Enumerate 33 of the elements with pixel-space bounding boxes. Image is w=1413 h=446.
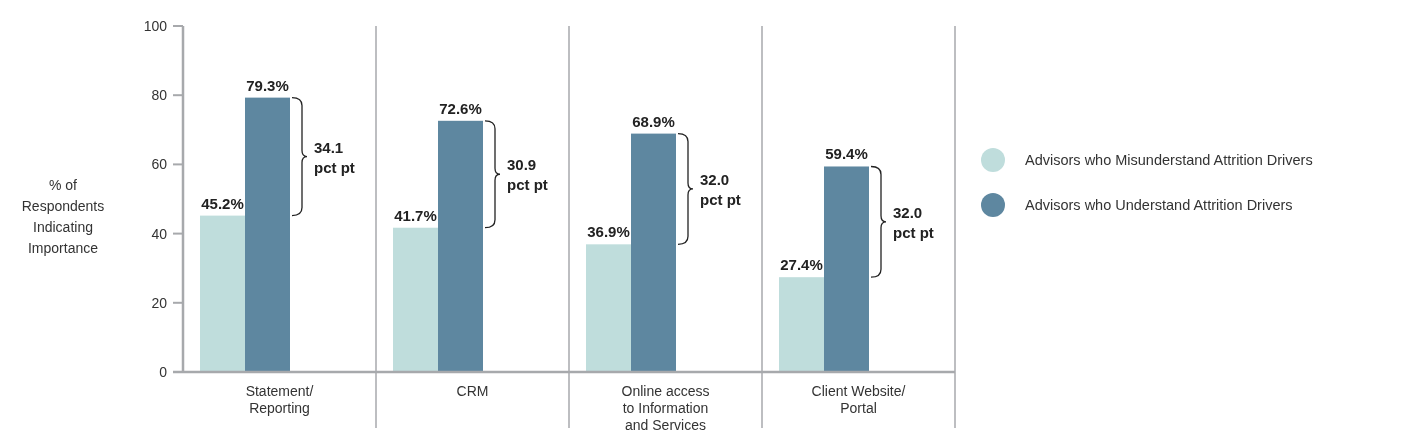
bar <box>779 277 824 372</box>
annotation: 32.0 pct pt <box>700 170 741 208</box>
y-tick-label: 20 <box>151 294 168 311</box>
x-tick-label: Online access to Information and Services <box>621 383 710 433</box>
data-label: 27.4% <box>780 256 823 274</box>
data-label: 45.2% <box>201 194 244 212</box>
annotation: 30.9 pct pt <box>507 156 548 194</box>
x-tick-label: Client Website/ Portal <box>811 383 906 416</box>
data-label: 72.6% <box>439 99 482 117</box>
y-tick-label: 0 <box>159 364 168 380</box>
x-tick-label: Statement/ Reporting <box>245 383 314 416</box>
bar <box>438 120 483 372</box>
y-axis-title: % of Respondents Indicating Importance <box>21 177 105 256</box>
bar <box>586 244 631 372</box>
annotation: 32.0 pct pt <box>893 203 934 241</box>
bar <box>824 166 869 372</box>
y-tick-label: 40 <box>151 225 168 242</box>
y-tick-label: 100 <box>143 18 168 34</box>
legend-label: Advisors who Understand Attrition Drivers <box>1025 197 1293 213</box>
y-tick-label: 60 <box>151 156 168 173</box>
x-tick-label: CRM <box>456 383 489 399</box>
annotation: 34.1 pct pt <box>314 138 355 176</box>
data-label: 36.9% <box>587 223 630 241</box>
data-label: 41.7% <box>394 206 437 224</box>
bar <box>631 133 676 372</box>
data-label: 59.4% <box>825 145 868 163</box>
data-label: 68.9% <box>632 112 675 130</box>
bar <box>393 227 438 372</box>
y-tick-label: 80 <box>151 87 168 104</box>
bar <box>245 97 290 372</box>
legend-label: Advisors who Misunderstand Attrition Drivers <box>1025 152 1313 168</box>
data-label: 79.3% <box>246 76 289 94</box>
bar <box>200 215 245 372</box>
